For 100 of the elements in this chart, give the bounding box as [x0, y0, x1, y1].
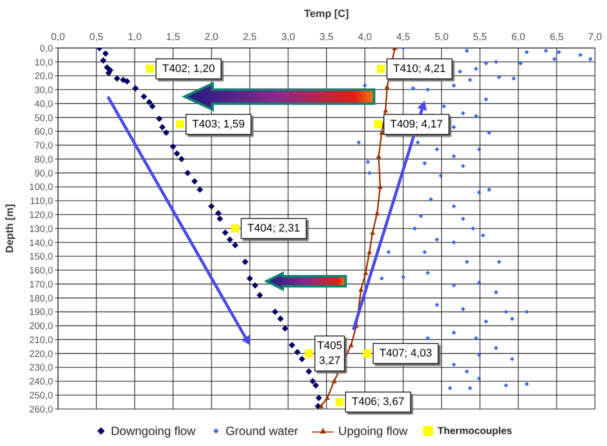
x-tick-label: 2,0 [204, 32, 219, 43]
point [376, 154, 382, 158]
point [232, 242, 238, 248]
point [312, 382, 319, 389]
y-tick-label: 140,0 [29, 238, 53, 249]
point [318, 404, 324, 408]
y-tick-label: 40,0 [34, 98, 53, 110]
x-tick-label: 5,0 [434, 32, 449, 43]
y-tick-label: 110,0 [30, 196, 53, 208]
point [196, 186, 204, 193]
point [370, 230, 376, 235]
y-tick-label: 90,0 [34, 168, 53, 180]
y-tick-label: 190,0 [29, 307, 53, 318]
x-tick-label: 3,5 [320, 32, 334, 43]
y-tick-label: 240,0 [29, 376, 53, 388]
point [376, 64, 385, 73]
legend-label: Ground water [226, 424, 298, 438]
y-tick-label: 160,0 [29, 266, 53, 277]
point [246, 275, 253, 282]
point [170, 143, 176, 150]
point [208, 203, 215, 210]
point [184, 170, 191, 176]
x-tick-label: 0,0 [51, 32, 66, 43]
x-tick-label: 2,5 [242, 32, 258, 43]
point [140, 93, 148, 100]
point [174, 150, 180, 157]
x-tick-label: 3,0 [281, 32, 296, 43]
point [222, 229, 228, 236]
point [252, 282, 258, 289]
point [176, 120, 184, 128]
point [242, 258, 248, 266]
y-tick-label: 220,0 [29, 348, 53, 360]
y-tick-label: 210,0 [29, 334, 53, 346]
point [306, 368, 312, 375]
y-axis-title: Depth [m] [4, 204, 16, 253]
annotation: T402; 1,20 [162, 62, 215, 75]
x-axis-title: Temp [C] [304, 8, 349, 20]
point [324, 395, 330, 400]
point [124, 78, 130, 85]
point [272, 308, 278, 316]
x-tick-label: 1,5 [166, 32, 180, 43]
annotation: T406; 3,67 [352, 396, 404, 408]
point [384, 84, 390, 89]
x-tick-label: 4,5 [396, 32, 411, 43]
x-tick-label: 7,0 [588, 32, 602, 43]
x-tick-label: 6,5 [550, 32, 564, 43]
y-tick-label: 0,0 [40, 43, 53, 54]
point [114, 75, 120, 82]
point [309, 378, 316, 384]
annotation: T403; 1,59 [192, 118, 245, 130]
point [358, 286, 364, 292]
annotation: T405 3,27 [317, 340, 342, 367]
point [156, 116, 162, 122]
point [105, 70, 112, 76]
y-tick-label: 20,0 [34, 71, 53, 82]
y-tick-label: 70,0 [34, 140, 53, 152]
point [374, 210, 380, 216]
x-tick-label: 4,0 [358, 32, 372, 43]
y-tick-label: 30,0 [34, 85, 53, 96]
point [366, 250, 372, 254]
point [363, 349, 372, 358]
y-tick-label: 120,0 [29, 210, 53, 221]
point [146, 64, 154, 73]
point [374, 120, 382, 128]
point [298, 356, 306, 362]
point [304, 349, 313, 358]
y-tick-label: 180,0 [29, 293, 53, 304]
point [256, 292, 263, 298]
point [178, 156, 185, 162]
point [146, 98, 152, 106]
point [231, 224, 240, 232]
x-tick-label: 1,0 [128, 32, 142, 43]
point [282, 325, 288, 332]
annotation: T409; 4,17 [390, 118, 443, 130]
point [162, 129, 170, 136]
legend-label: Downgoing flow [110, 424, 196, 438]
x-tick-label: 5,5 [472, 32, 488, 43]
y-tick-label: 80,0 [34, 154, 53, 166]
point [226, 236, 234, 243]
point [294, 348, 301, 356]
point [215, 210, 222, 216]
point [288, 342, 296, 348]
y-tick-label: 170,0 [29, 279, 53, 290]
annotation: T407; 4,03 [379, 347, 432, 360]
legend-label: Upgoing flow [338, 424, 408, 438]
point [332, 378, 337, 384]
point [379, 130, 384, 135]
point [348, 342, 354, 348]
point [149, 103, 156, 110]
point [104, 64, 110, 71]
x-tick-label: 0,5 [89, 32, 104, 43]
point [102, 50, 109, 57]
x-tick-label: 6,0 [511, 32, 526, 43]
y-tick-label: 10,0 [34, 57, 53, 68]
y-tick-label: 250,0 [29, 390, 53, 402]
point [316, 394, 322, 402]
point [216, 216, 224, 222]
y-tick-label: 230,0 [29, 362, 53, 374]
y-tick-label: 60,0 [34, 126, 53, 138]
point [191, 178, 198, 184]
